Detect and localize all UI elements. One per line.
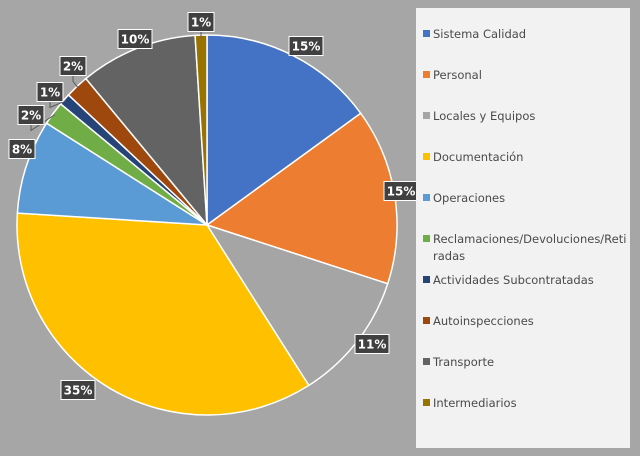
data-label-box — [59, 56, 87, 76]
legend-label: Transporte — [432, 355, 494, 369]
data-label-box — [36, 82, 64, 102]
legend-label: Sistema Calidad — [433, 27, 526, 41]
data-label-box — [117, 29, 153, 49]
legend-label: Personal — [433, 68, 482, 82]
data-label-box — [288, 36, 324, 56]
legend-label: Operaciones — [433, 191, 505, 205]
pie-slices — [16, 34, 398, 416]
data-label: 15% — [387, 185, 416, 199]
legend-swatch — [423, 30, 430, 37]
data-label-box — [187, 12, 215, 32]
data-label: 8% — [12, 143, 32, 157]
data-label-box — [354, 334, 390, 354]
data-label-box — [60, 380, 96, 400]
legend-swatch — [423, 235, 430, 242]
legend-swatch — [423, 358, 430, 365]
data-label: 2% — [63, 60, 83, 74]
legend: Sistema Calidad Personal Locales y Equipos… — [416, 8, 630, 448]
legend-swatch — [423, 112, 430, 119]
data-label: 1% — [40, 86, 60, 100]
data-labels: 15%15%11%35%8%2%1%2%10%1% — [8, 12, 419, 400]
legend-label: Documentación — [433, 150, 523, 164]
data-label: 15% — [292, 40, 321, 54]
legend-swatch — [423, 276, 430, 283]
leader-line — [72, 75, 79, 89]
legend-swatch — [423, 194, 430, 201]
legend-label: Reclamaciones/Devoluciones/Reti — [433, 232, 626, 246]
legend-label: Actividades Subcontratadas — [433, 273, 594, 287]
leader-lines — [30, 31, 202, 132]
data-label: 35% — [64, 384, 93, 398]
data-label: 1% — [191, 16, 211, 30]
legend-label: radas — [433, 249, 465, 263]
legend-background — [416, 8, 630, 448]
legend-swatch — [423, 399, 430, 406]
data-label: 10% — [121, 33, 150, 47]
leader-line — [30, 114, 56, 132]
data-label: 11% — [358, 338, 387, 352]
leader-line — [49, 100, 67, 109]
data-label-box — [17, 105, 45, 125]
legend-label: Autoinspecciones — [433, 314, 534, 328]
data-label-box — [8, 139, 36, 159]
legend-swatch — [423, 153, 430, 160]
pie-slice — [16, 212, 310, 416]
legend-label: Intermediarios — [433, 396, 517, 410]
legend-swatch — [423, 317, 430, 324]
data-label: 2% — [21, 109, 41, 123]
legend-swatch — [423, 71, 430, 78]
pie-slice — [16, 122, 208, 226]
legend-label: Locales y Equipos — [433, 109, 535, 123]
